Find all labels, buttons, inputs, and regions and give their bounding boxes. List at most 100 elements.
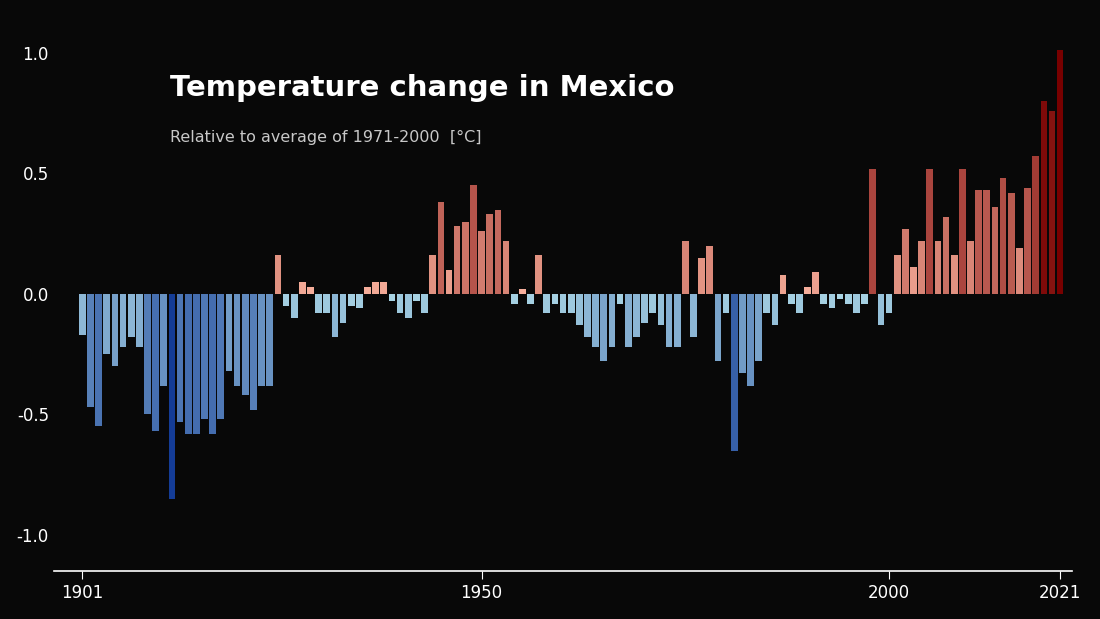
Bar xyxy=(519,289,526,294)
Bar xyxy=(869,168,876,294)
Bar xyxy=(79,294,86,335)
Bar xyxy=(886,294,892,313)
Bar xyxy=(804,287,811,294)
Bar xyxy=(96,294,102,426)
Bar xyxy=(584,294,591,337)
Bar xyxy=(201,294,208,419)
Bar xyxy=(658,294,664,325)
Bar xyxy=(910,267,916,294)
Bar xyxy=(470,186,476,294)
Bar xyxy=(1041,101,1047,294)
Bar xyxy=(152,294,160,431)
Bar xyxy=(730,294,737,451)
Bar xyxy=(185,294,191,434)
Bar xyxy=(706,246,713,294)
Bar xyxy=(226,294,232,371)
Text: Relative to average of 1971-2000  [°C]: Relative to average of 1971-2000 [°C] xyxy=(170,130,482,145)
Text: Temperature change in Mexico: Temperature change in Mexico xyxy=(170,74,675,102)
Bar xyxy=(592,294,600,347)
Bar xyxy=(935,241,942,294)
Bar xyxy=(983,190,990,294)
Bar xyxy=(388,294,395,301)
Bar xyxy=(120,294,127,347)
Bar xyxy=(1024,188,1031,294)
Bar xyxy=(316,294,322,313)
Bar xyxy=(723,294,729,313)
Bar xyxy=(275,255,282,294)
Bar xyxy=(266,294,273,386)
Bar xyxy=(950,255,958,294)
Bar xyxy=(991,207,999,294)
Bar xyxy=(340,294,346,323)
Bar xyxy=(209,294,216,434)
Bar xyxy=(136,294,143,347)
Bar xyxy=(788,294,794,303)
Bar xyxy=(918,241,925,294)
Bar xyxy=(1057,50,1064,294)
Bar xyxy=(299,282,306,294)
Bar xyxy=(290,294,297,318)
Bar xyxy=(747,294,754,386)
Bar xyxy=(1033,157,1039,294)
Bar xyxy=(666,294,672,347)
Bar xyxy=(739,294,746,373)
Bar xyxy=(414,294,420,301)
Bar xyxy=(828,294,835,308)
Bar xyxy=(168,294,175,499)
Bar xyxy=(812,272,820,294)
Bar xyxy=(405,294,411,318)
Bar xyxy=(372,282,379,294)
Bar xyxy=(682,241,689,294)
Bar xyxy=(536,255,542,294)
Bar xyxy=(446,270,452,294)
Bar xyxy=(503,241,509,294)
Bar xyxy=(715,294,722,361)
Bar xyxy=(543,294,550,313)
Bar xyxy=(976,190,982,294)
Bar xyxy=(837,294,844,299)
Bar xyxy=(1000,178,1006,294)
Bar xyxy=(364,287,371,294)
Bar xyxy=(763,294,770,313)
Bar xyxy=(943,217,949,294)
Bar xyxy=(780,275,786,294)
Bar xyxy=(821,294,827,303)
Bar xyxy=(242,294,249,395)
Bar xyxy=(845,294,851,303)
Bar xyxy=(959,168,966,294)
Bar xyxy=(283,294,289,306)
Bar xyxy=(902,229,909,294)
Bar xyxy=(144,294,151,415)
Bar xyxy=(478,232,485,294)
Bar xyxy=(698,258,705,294)
Bar xyxy=(250,294,256,410)
Bar xyxy=(454,227,461,294)
Bar xyxy=(1016,248,1023,294)
Bar xyxy=(926,168,933,294)
Bar xyxy=(128,294,134,337)
Bar xyxy=(551,294,559,303)
Bar xyxy=(103,294,110,354)
Bar xyxy=(634,294,640,337)
Bar xyxy=(1048,111,1055,294)
Bar xyxy=(356,294,363,308)
Bar xyxy=(854,294,860,313)
Bar xyxy=(258,294,265,386)
Bar xyxy=(601,294,607,361)
Bar xyxy=(161,294,167,386)
Bar xyxy=(495,209,502,294)
Bar xyxy=(331,294,339,337)
Bar xyxy=(568,294,574,313)
Bar xyxy=(608,294,615,347)
Bar xyxy=(771,294,779,325)
Bar xyxy=(796,294,803,313)
Bar xyxy=(690,294,696,337)
Bar xyxy=(462,222,469,294)
Bar xyxy=(234,294,241,386)
Bar xyxy=(323,294,330,313)
Bar xyxy=(674,294,681,347)
Bar xyxy=(397,294,404,313)
Bar xyxy=(878,294,884,325)
Bar xyxy=(560,294,566,313)
Bar xyxy=(641,294,648,323)
